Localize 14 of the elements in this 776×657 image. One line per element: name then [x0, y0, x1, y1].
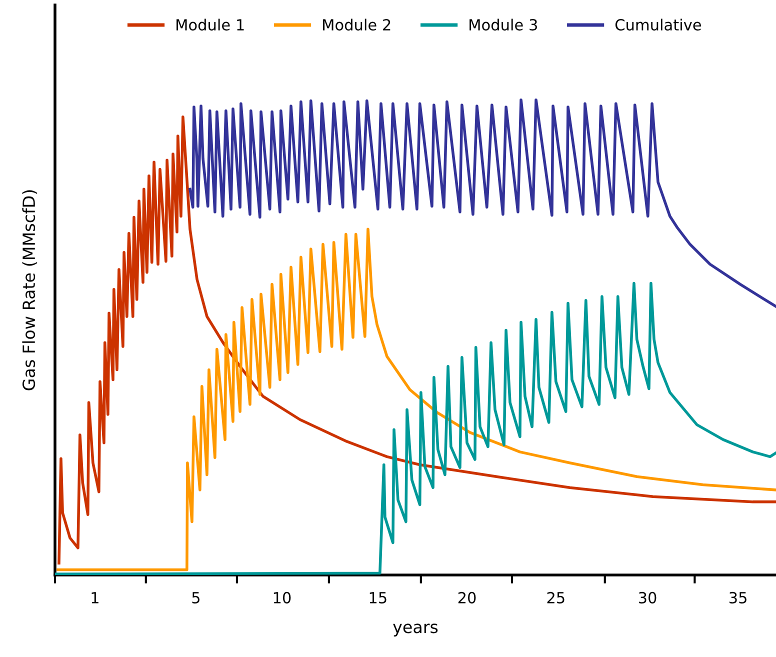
- legend-label: Module 3: [470, 18, 537, 31]
- x-tick-label: 35: [729, 592, 746, 604]
- x-tick-label: 15: [370, 592, 386, 604]
- x-axis-title: years: [393, 624, 438, 636]
- legend-label: Module 1: [176, 18, 244, 31]
- y-axis-title: Gas Flow Rate (MMscfD): [22, 190, 38, 390]
- x-tick-label: 30: [638, 592, 656, 604]
- x-tick-label: 1: [92, 592, 98, 604]
- x-tick-label: 20: [458, 592, 476, 604]
- legend-label: Module 2: [323, 18, 390, 31]
- x-tick-label: 10: [274, 592, 291, 604]
- x-tick-label: 25: [547, 592, 564, 604]
- legend-label: Cumulative: [615, 18, 701, 31]
- x-tick-label: 5: [192, 592, 200, 604]
